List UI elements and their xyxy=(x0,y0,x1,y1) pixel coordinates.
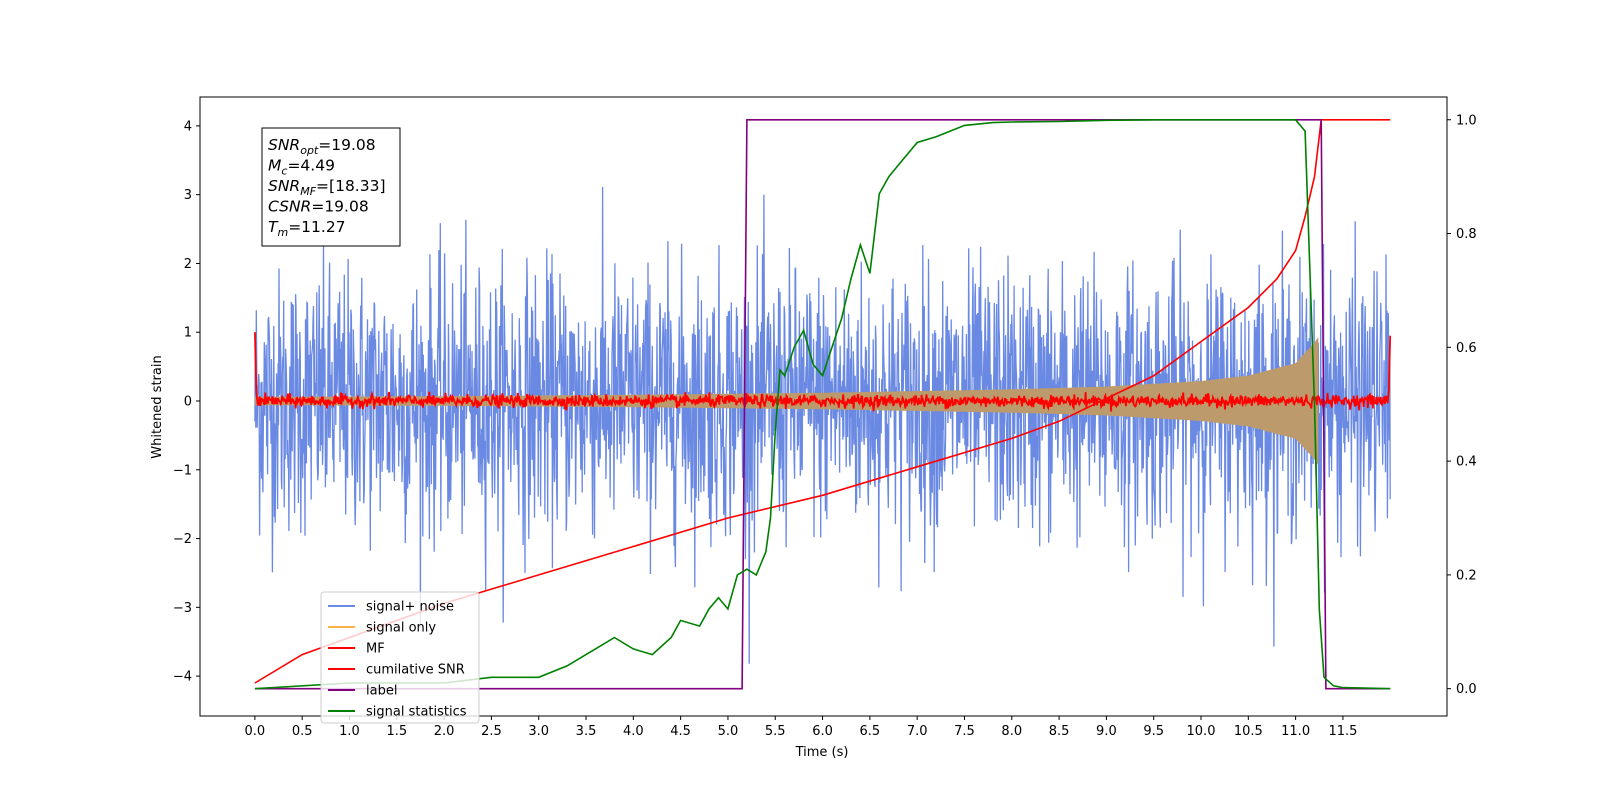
y-tick-label: −3 xyxy=(173,601,192,616)
legend-label: label xyxy=(366,684,397,699)
legend-items: signal+ noise signal only MF cumilative SNR… xyxy=(328,600,467,720)
y-tick-label: 4 xyxy=(184,119,192,134)
x-axis-label: Time (s) xyxy=(795,745,849,760)
info-lines: SNRopt=19.08Mc=4.49SNRMF=[18.33]CSNR=19.… xyxy=(268,136,386,239)
x-tick-label: 10.5 xyxy=(1234,724,1263,739)
y-tick-label: 1 xyxy=(184,326,192,341)
y2-tick-label: 0.4 xyxy=(1456,455,1477,470)
x-tick-label: 2.0 xyxy=(434,724,455,739)
x-tick-label: 9.0 xyxy=(1096,724,1117,739)
info-line: Mc=4.49 xyxy=(268,157,335,178)
legend-label: cumilative SNR xyxy=(366,663,465,678)
y-axis-right: 0.0 0.2 0.4 0.6 0.8 1.0 xyxy=(1447,113,1477,697)
legend-frame xyxy=(320,591,480,724)
x-tick-label: 4.5 xyxy=(670,724,691,739)
x-tick-label: 9.5 xyxy=(1143,724,1164,739)
series-label xyxy=(254,119,1391,690)
legend-label: MF xyxy=(366,642,385,657)
x-tick-label: 2.5 xyxy=(481,724,502,739)
x-axis: 0.0 0.5 1.0 1.5 2.0 2.5 3.0 3.5 4.0 4.5 5.0 5.5 6.0 6… xyxy=(245,716,1357,739)
info-line: Tm=11.27 xyxy=(268,218,346,239)
info-box: SNRopt=19.08Mc=4.49SNRMF=[18.33]CSNR=19.… xyxy=(261,127,401,247)
y-tick-label: −4 xyxy=(173,670,192,685)
y-axis-left: −4 −3 −2 −1 0 1 2 3 4 xyxy=(173,119,200,685)
info-line: CSNR=19.08 xyxy=(268,198,369,216)
y-tick-label: 0 xyxy=(184,394,192,409)
info-line: SNRMF=[18.33] xyxy=(268,177,386,198)
legend-label: signal statistics xyxy=(366,705,467,720)
x-tick-label: 8.5 xyxy=(1049,724,1070,739)
info-line: SNRopt=19.08 xyxy=(268,136,376,157)
y2-tick-label: 0.6 xyxy=(1456,341,1477,356)
x-tick-label: 5.0 xyxy=(718,724,739,739)
x-tick-label: 1.0 xyxy=(339,724,360,739)
info-box-frame xyxy=(261,127,401,247)
y-tick-label: 3 xyxy=(184,188,192,203)
x-tick-label: 11.5 xyxy=(1328,724,1357,739)
y2-tick-label: 0.0 xyxy=(1456,682,1477,697)
y-tick-label: 2 xyxy=(184,257,192,272)
x-tick-label: 0.5 xyxy=(292,724,313,739)
x-tick-label: 0.0 xyxy=(245,724,266,739)
series-mf xyxy=(254,332,1392,412)
x-tick-label: 6.0 xyxy=(812,724,833,739)
legend: signal+ noise signal only MF cumilative SNR… xyxy=(320,591,480,724)
x-tick-label: 6.5 xyxy=(860,724,881,739)
y-axis-label: Whitened strain xyxy=(150,355,165,458)
x-tick-label: 7.5 xyxy=(954,724,975,739)
y2-tick-label: 1.0 xyxy=(1456,113,1477,128)
y2-tick-label: 0.2 xyxy=(1456,568,1477,583)
x-tick-label: 3.0 xyxy=(528,724,549,739)
x-tick-label: 4.0 xyxy=(623,724,644,739)
y-tick-label: −2 xyxy=(173,532,192,547)
x-tick-label: 3.5 xyxy=(576,724,597,739)
x-tick-label: 8.0 xyxy=(1001,724,1022,739)
x-tick-label: 1.5 xyxy=(386,724,407,739)
x-tick-label: 5.5 xyxy=(765,724,786,739)
x-tick-label: 10.0 xyxy=(1187,724,1216,739)
legend-label: signal+ noise xyxy=(366,600,454,615)
x-tick-label: 7.0 xyxy=(907,724,928,739)
legend-label: signal only xyxy=(366,621,436,636)
series-signal-statistics xyxy=(254,119,1391,690)
y2-tick-label: 0.8 xyxy=(1456,227,1477,242)
plot-frame xyxy=(199,96,1448,717)
y-tick-label: −1 xyxy=(173,463,192,478)
x-tick-label: 11.0 xyxy=(1281,724,1310,739)
